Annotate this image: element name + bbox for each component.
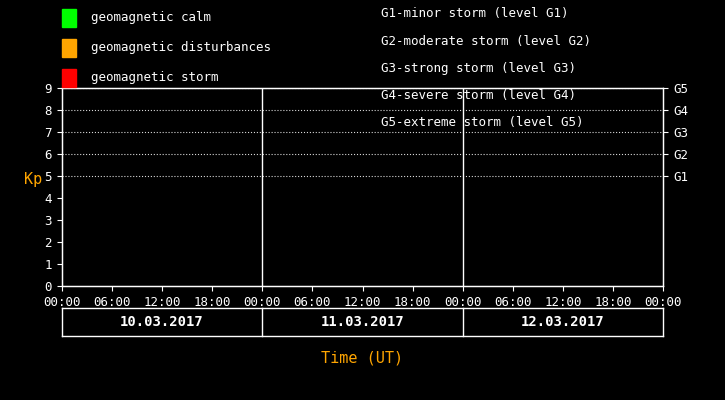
Text: geomagnetic calm: geomagnetic calm: [91, 12, 211, 24]
Text: G3-strong storm (level G3): G3-strong storm (level G3): [381, 62, 576, 75]
Y-axis label: Kp: Kp: [24, 172, 43, 187]
Text: 10.03.2017: 10.03.2017: [120, 315, 204, 329]
Text: G5-extreme storm (level G5): G5-extreme storm (level G5): [381, 116, 583, 129]
Text: Time (UT): Time (UT): [321, 350, 404, 366]
Text: G4-severe storm (level G4): G4-severe storm (level G4): [381, 89, 576, 102]
Text: G1-minor storm (level G1): G1-minor storm (level G1): [381, 8, 568, 20]
Text: 11.03.2017: 11.03.2017: [320, 315, 405, 329]
Text: geomagnetic disturbances: geomagnetic disturbances: [91, 42, 270, 54]
Text: 12.03.2017: 12.03.2017: [521, 315, 605, 329]
Text: G2-moderate storm (level G2): G2-moderate storm (level G2): [381, 35, 591, 48]
Text: geomagnetic storm: geomagnetic storm: [91, 72, 218, 84]
